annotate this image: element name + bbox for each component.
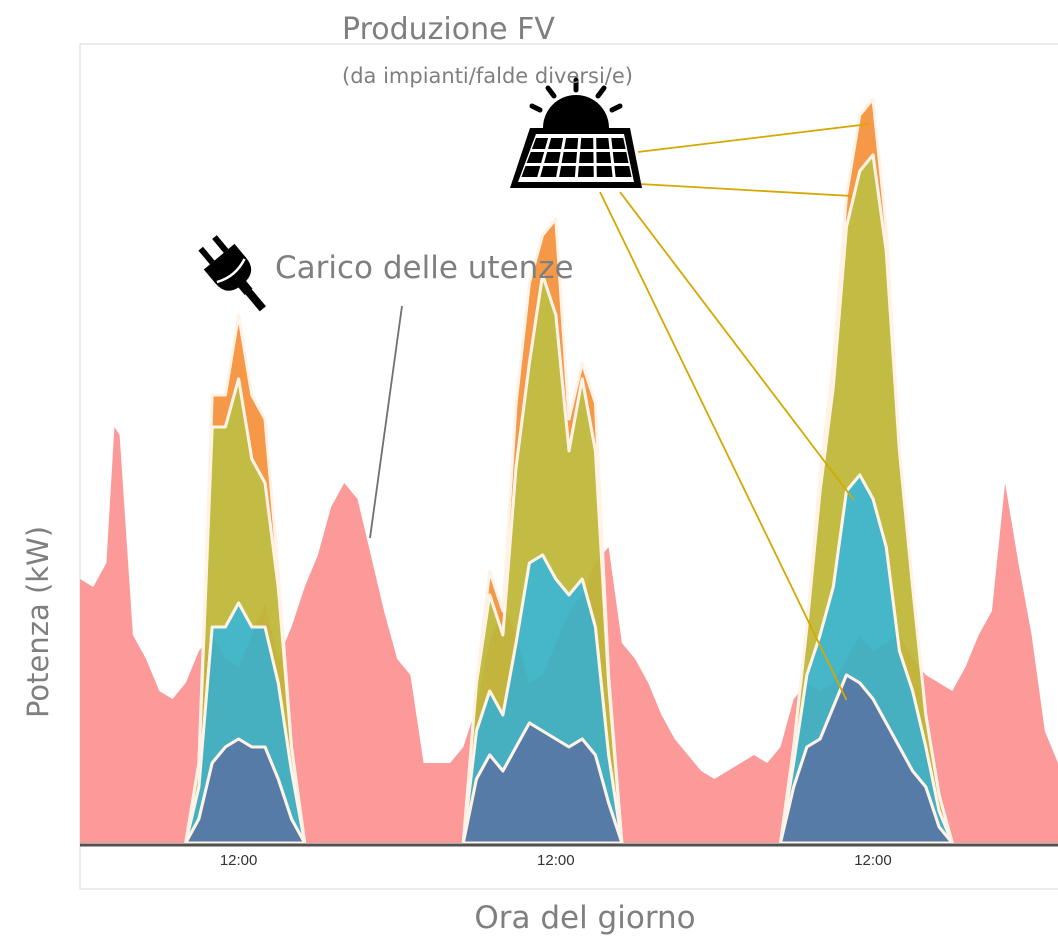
panel-cell	[540, 166, 559, 177]
panel-cell	[579, 152, 594, 163]
panel-cell	[544, 152, 561, 163]
pv-pointer-line-4	[599, 191, 848, 701]
solar-panel-icon	[510, 77, 642, 188]
panel-cell	[564, 138, 579, 149]
panel-cell	[521, 166, 541, 177]
panel-cell	[559, 166, 576, 177]
plot-frame	[79, 43, 1058, 890]
load-annotation: Carico delle utenze	[275, 250, 574, 286]
panel-cell	[614, 166, 632, 177]
panel-cell	[531, 138, 549, 149]
x-tick-label-1: 12:00	[219, 852, 258, 869]
pv-pointer-lines	[599, 123, 870, 701]
panel-cell	[596, 138, 610, 149]
panel-cell	[580, 138, 594, 149]
load-pointer-line	[369, 305, 403, 539]
pv-day-2-layer-1	[461, 721, 624, 845]
panel-cell	[577, 166, 594, 177]
x-tick-label-2: 12:00	[537, 852, 575, 869]
chart-title: Produzione FV	[342, 12, 555, 47]
pv-area-layer	[184, 97, 954, 845]
chart-subtitle: (da impianti/falde diversi/e)	[342, 64, 633, 88]
plug-icon	[198, 235, 266, 312]
pv-day-3-layer-1	[779, 673, 954, 845]
panel-cell	[561, 152, 577, 163]
panel-cell	[611, 138, 626, 149]
x-axis-label: Ora del giorno	[474, 900, 696, 936]
panel-cell	[596, 166, 613, 177]
panel-cell	[596, 152, 612, 163]
panel-cell	[526, 152, 545, 163]
panel-cell	[548, 138, 564, 149]
y-axis-label: Potenza (kW)	[21, 525, 55, 719]
pv-pointer-line-2	[639, 183, 852, 197]
pv-day-1-layer-1	[184, 737, 307, 845]
pv-pointer-line-3	[619, 191, 855, 501]
panel-cell	[612, 152, 629, 163]
x-tick-label-3: 12:00	[854, 852, 892, 869]
pv-pointer-line-1	[637, 123, 870, 153]
